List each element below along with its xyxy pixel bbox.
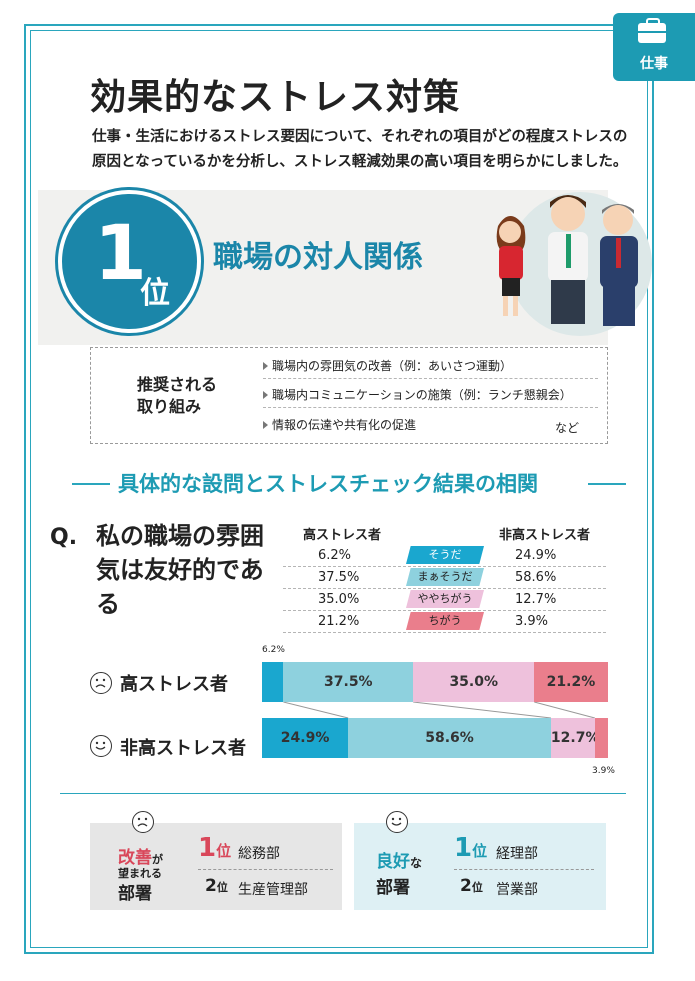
low-value: 12.7% [515,592,557,607]
people-illustration [496,192,652,336]
man-figure [548,195,588,324]
good-rank2: 2位 [460,876,483,896]
good-rank1: 1位 [454,833,488,863]
good-label-dept: 部署 [376,878,410,898]
answer-pill: ちがう [406,612,484,630]
intro-text: 仕事・生活におけるストレス要因について、それぞれの項目がどの程度ストレスの原因と… [92,129,628,170]
answer-pill: そうだ [406,546,484,564]
good-rank-separator [454,869,594,870]
improve-department-box: 改善が 望まれる 部署 1位 総務部 2位 生産管理部 [90,811,342,910]
rank-number: 1 [94,208,147,297]
bar-segment-low-3: 12.7% [550,718,599,758]
sad-face-icon [90,672,112,694]
bar-non-high-stress: 24.9% 58.6% 12.7% [262,718,609,758]
good-rank2-name: 営業部 [496,882,538,898]
recommendation-item: 情報の伝達や共有化の促進 [263,416,598,437]
high-value: 6.2% [318,548,352,563]
page-frame-outer [24,24,654,954]
high-value: 21.2% [318,614,360,629]
bar-label-low: 非高ストレス者 [120,738,246,759]
divider-line [60,793,626,794]
recommendation-item: 職場内コミュニケーションの施策（例：ランチ懇親会） [263,386,598,408]
improve-rank1-name: 総務部 [238,846,280,862]
recommendation-item: 職場内の雰囲気の改善（例：あいさつ運動） [263,357,598,379]
connector-line [534,702,595,719]
page-frame-inner [30,30,648,948]
improve-label-sub: 望まれる [118,867,162,880]
recommendation-label: 推奨される 取り組み [137,375,218,416]
answer-pill: ややちがう [406,590,484,608]
bar-segment-high-2: 37.5% [283,662,414,702]
bar-segment-low-4 [594,718,609,758]
section-title: 具体的な設問とストレスチェック結果の相関 [118,472,538,496]
improve-label-main: 改善が [118,848,163,868]
rank-badge: 1 位 [58,190,201,333]
smile-face-icon [90,735,112,757]
triangle-bullet-icon [263,421,268,429]
bar-segment-high-1 [262,662,284,702]
high-value: 35.0% [318,592,360,607]
rank-title: 職場の対人関係 [213,240,423,275]
high-value: 37.5% [318,570,360,585]
good-department-box: 良好な 部署 1位 経理部 2位 営業部 [354,811,606,910]
small-label-high-first: 6.2% [262,645,285,655]
low-value: 24.9% [515,548,557,563]
woman-figure [496,216,526,316]
table-header-high: 高ストレス者 [303,528,382,543]
bar-high-stress: 37.5% 35.0% 21.2% [262,662,608,702]
improve-rank2-name: 生産管理部 [238,882,308,898]
low-value: 3.9% [515,614,549,629]
category-tag: 仕事 [613,13,695,81]
question-mark: Q. [50,525,78,550]
improve-label-dept: 部署 [118,884,152,904]
recommendation-box: 推奨される 取り組み 職場内の雰囲気の改善（例：あいさつ運動） 職場内コミュニケ… [90,347,608,444]
bar-segment-low-2: 58.6% [348,718,551,758]
category-tag-label: 仕事 [640,56,668,72]
older-man-figure [600,204,638,326]
connector-line [413,702,551,719]
low-value: 58.6% [515,570,557,585]
improve-rank-separator [198,869,333,870]
answer-pill: まぁそうだ [406,568,484,586]
table-row: 37.5% まぁそうだ 58.6% [283,568,606,589]
bar-segment-low-1: 24.9% [262,718,349,758]
recommendation-etc: など [554,421,579,435]
briefcase-icon [638,18,666,43]
triangle-bullet-icon [263,391,268,399]
improve-rank2: 2位 [205,876,228,896]
good-label-main: 良好な [376,852,423,872]
bar-segment-high-4: 21.2% [534,662,608,702]
rank-unit: 位 [140,276,170,311]
small-label-low-last: 3.9% [592,766,615,776]
table-row: 35.0% ややちがう 12.7% [283,590,606,611]
bar-label-high: 高ストレス者 [120,674,228,695]
table-header-low: 非高ストレス者 [499,528,591,543]
connector-line [283,702,349,719]
bar-segment-high-3: 35.0% [413,662,535,702]
table-row: 6.2% そうだ 24.9% [283,546,606,567]
bar-connector-lines [283,702,595,719]
section-rule-left [72,483,110,485]
page-title: 効果的なストレス対策 [90,77,461,118]
question-text: 私の職場の雰囲気は友好的である [96,522,264,618]
table-row: 21.2% ちがう 3.9% [283,612,606,633]
sad-face-icon [132,811,154,833]
triangle-bullet-icon [263,362,268,370]
section-rule-right [588,483,626,485]
good-rank1-name: 経理部 [496,846,538,862]
smile-face-icon [386,811,408,833]
improve-rank1: 1位 [198,833,232,863]
